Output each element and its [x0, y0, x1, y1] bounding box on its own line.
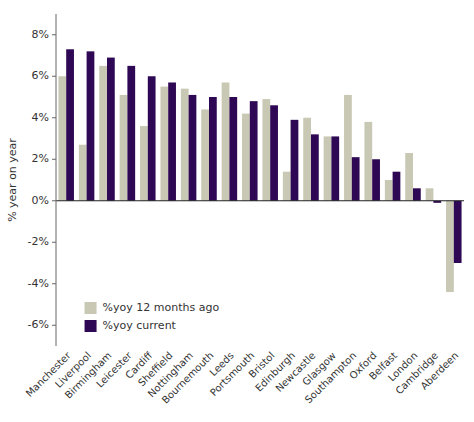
bar — [107, 58, 115, 201]
bar — [242, 114, 250, 201]
bar — [364, 122, 372, 201]
bar — [189, 95, 197, 201]
bar — [262, 99, 270, 201]
bar — [222, 82, 230, 200]
y-tick — [52, 159, 56, 160]
y-tick — [52, 200, 56, 201]
y-tick — [52, 325, 56, 326]
y-axis-label: % year on year — [6, 138, 19, 222]
y-tick — [52, 34, 56, 35]
y-tick-label: -2% — [28, 235, 49, 248]
bar — [250, 101, 258, 201]
bar — [120, 95, 128, 201]
legend-swatch — [85, 320, 97, 332]
bar — [413, 188, 421, 200]
bar — [426, 188, 434, 200]
zero-line — [56, 200, 464, 201]
y-tick — [52, 117, 56, 118]
y-tick — [52, 76, 56, 77]
bar — [201, 109, 209, 200]
bar — [99, 66, 107, 201]
bar — [160, 87, 168, 201]
bar — [87, 51, 95, 200]
y-tick-label: 8% — [32, 28, 49, 41]
bar — [303, 118, 311, 201]
bar — [148, 76, 156, 201]
bar — [209, 97, 217, 201]
y-tick-label: -6% — [28, 318, 49, 331]
bar — [372, 159, 380, 201]
bar — [140, 126, 148, 201]
bar — [352, 157, 360, 201]
bar — [405, 153, 413, 201]
bar — [331, 136, 339, 200]
bar — [283, 172, 291, 201]
y-tick — [52, 242, 56, 243]
bar — [291, 120, 299, 201]
bar — [344, 95, 352, 201]
legend-swatch — [85, 302, 97, 314]
bar — [324, 136, 332, 200]
bar — [311, 134, 319, 200]
bar — [127, 66, 135, 201]
bar — [393, 172, 401, 201]
legend: %yoy 12 months ago %yoy current — [85, 301, 220, 332]
bar — [168, 82, 176, 200]
x-tick-label: Bournemouth — [160, 350, 216, 406]
bar — [229, 97, 237, 201]
y-tick-label: 6% — [32, 69, 49, 82]
bar — [79, 145, 87, 201]
legend-label: %yoy current — [103, 319, 177, 332]
chart: -6%-4%-2%0%2%4%6%8%% year on yearManches… — [0, 0, 474, 422]
y-tick-label: 0% — [32, 194, 49, 207]
bar — [446, 201, 454, 292]
bar — [270, 105, 278, 200]
y-tick — [52, 283, 56, 284]
y-tick-label: 4% — [32, 111, 49, 124]
y-axis-line — [56, 14, 57, 346]
bar — [66, 49, 74, 200]
bar — [58, 76, 66, 201]
bars — [58, 49, 461, 292]
bar — [181, 89, 189, 201]
y-tick-label: 2% — [32, 152, 49, 165]
bar — [454, 201, 462, 263]
bar — [385, 180, 393, 201]
x-tick-label: Aberdeen — [418, 350, 460, 392]
y-tick-label: -4% — [28, 277, 49, 290]
legend-label: %yoy 12 months ago — [103, 301, 220, 314]
